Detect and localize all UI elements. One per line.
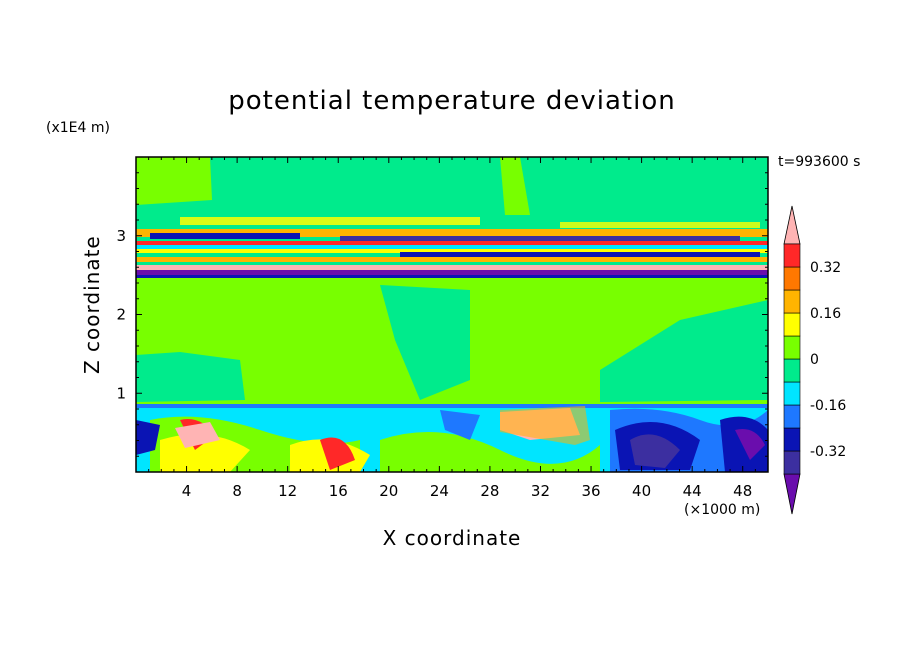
colorbar-label: 0 [810,352,819,368]
colorbar-swatch [783,450,801,475]
chart-title: potential temperature deviation [228,86,676,116]
colorbar-swatch [783,266,801,291]
x-tick-label: 8 [232,482,242,500]
colorbar-swatch [783,312,801,337]
x-tick-label: 28 [480,482,499,500]
x-tick-label: 20 [379,482,398,500]
teal-patch-right [600,300,768,402]
teal-patch-mid [380,285,470,400]
y-tick-label: 1 [116,384,126,402]
bl-purple-right-2 [735,429,765,460]
y-tick-label: 3 [116,227,126,245]
x-tick-label: 44 [683,482,702,500]
colorbar-swatch [783,381,801,406]
bl-orange [500,406,590,445]
colorbar-label: 0.32 [810,260,841,276]
colorbar-swatch [783,289,801,314]
y-tick-label: 2 [116,306,126,324]
green-plume-right [500,157,530,215]
colorbar-label: -0.16 [810,398,846,414]
shear-purple-2 [136,270,768,275]
shear-purple [340,236,740,241]
colorbar-swatch [783,243,801,268]
shear-blue [150,233,300,239]
colorbar-swatch [783,358,801,383]
x-unit-label: (×1000 m) [684,502,761,518]
shear-pink [136,265,768,270]
shear-yellow [136,249,768,253]
teal-patch-left [136,352,245,402]
bl-purple-right [630,434,680,468]
x-tick-label: 12 [278,482,297,500]
y-ticks: 1 2 3 [116,172,768,457]
bl-yellow-1 [160,434,250,472]
x-tick-label: 48 [733,482,752,500]
bl-pink-1 [175,422,220,448]
colorbar-max-triangle [783,205,801,245]
bl-blue-mid [440,410,480,440]
colorbar: 0.32 0.16 0 -0.16 -0.32 [783,205,846,515]
bl-navy-left [136,420,160,455]
x-axis-label: X coordinate [382,526,522,550]
time-label: t=993600 s [778,154,861,170]
shear-orange-2 [136,257,768,262]
colorbar-label: -0.32 [810,444,846,460]
green-plume-left [136,157,212,205]
y-unit-label: (x1E4 m) [46,120,110,136]
x-ticks: 4 8 12 16 20 24 28 32 36 40 44 48 [148,157,756,500]
shear-cyan [136,245,768,249]
upper-yellow-band [180,217,480,225]
colorbar-min-triangle [783,473,801,515]
colorbar-swatch [783,427,801,452]
bl-red-2 [320,437,355,470]
x-tick-label: 24 [430,482,449,500]
colorbar-swatch [783,404,801,429]
colorbar-label: 0.16 [810,306,841,322]
shear-blue-3 [136,275,768,278]
shear-red [136,241,768,245]
upper-yellow-band-2 [560,222,760,228]
shear-blue-2 [400,252,760,257]
x-tick-label: 40 [632,482,651,500]
bl-green-2 [380,432,600,472]
x-tick-label: 4 [182,482,192,500]
boundary-top-line [136,404,768,408]
colorbar-swatch [783,335,801,360]
x-tick-label: 32 [531,482,550,500]
shear-orange [136,229,768,237]
x-tick-label: 36 [581,482,600,500]
plot-field [136,157,768,472]
x-tick-label: 16 [329,482,348,500]
